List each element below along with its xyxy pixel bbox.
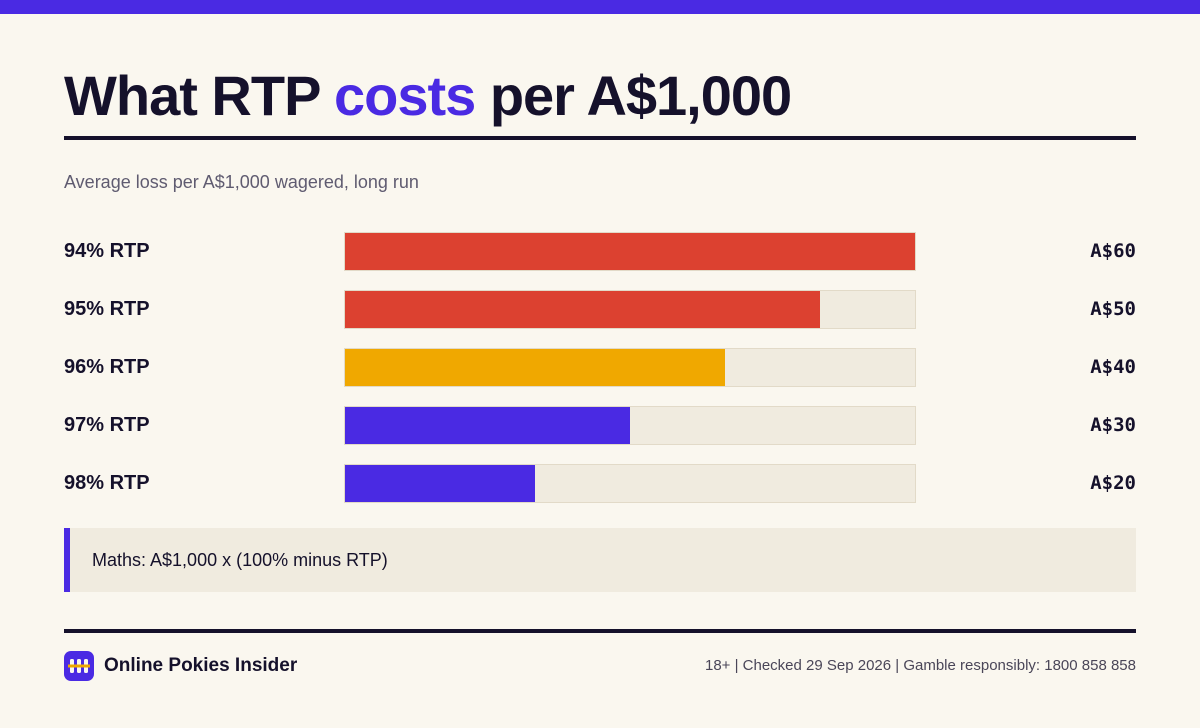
title-accent: costs <box>333 64 476 127</box>
footer-divider <box>64 629 1136 633</box>
bar-track <box>344 406 916 445</box>
bar-value-label: A$50 <box>1090 298 1136 320</box>
brand: Online Pokies Insider <box>64 651 297 681</box>
bar <box>345 291 820 328</box>
bar-label: 96% RTP <box>64 356 150 378</box>
bar <box>345 407 630 444</box>
bar-track <box>344 464 916 503</box>
bar-track <box>344 290 916 329</box>
bar-label: 97% RTP <box>64 414 150 436</box>
bar <box>345 465 535 502</box>
formula-note-text: Maths: A$1,000 x (100% minus RTP) <box>92 550 388 570</box>
title-before: What RTP <box>64 64 334 127</box>
bar-value-label: A$30 <box>1090 414 1136 436</box>
footer-info: 18+ | Checked 29 Sep 2026 | Gamble respo… <box>704 657 1136 674</box>
page-title: What RTP costs per A$1,000 <box>64 60 792 132</box>
title-after: per A$1,000 <box>475 64 792 127</box>
bar-label: 98% RTP <box>64 472 150 494</box>
slot-reels-icon <box>64 651 94 681</box>
top-accent-bar <box>0 0 1200 14</box>
bar-value-label: A$20 <box>1090 472 1136 494</box>
bar <box>345 349 725 386</box>
chart-subtitle: Average loss per A$1,000 wagered, long r… <box>64 172 419 192</box>
bar-label: 95% RTP <box>64 298 150 320</box>
bar-track <box>344 348 916 387</box>
formula-note: Maths: A$1,000 x (100% minus RTP) <box>64 528 1136 592</box>
brand-name: Online Pokies Insider <box>104 655 298 676</box>
bar-value-label: A$40 <box>1090 356 1136 378</box>
title-divider <box>64 136 1136 140</box>
bar-value-label: A$60 <box>1090 240 1136 262</box>
bar-label: 94% RTP <box>64 240 150 262</box>
bar <box>345 233 915 270</box>
bar-track <box>344 232 916 271</box>
